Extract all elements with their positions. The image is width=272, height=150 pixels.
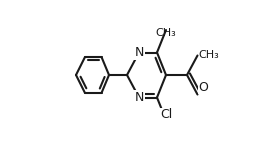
Text: O: O — [198, 81, 208, 94]
Text: CH₃: CH₃ — [156, 28, 176, 39]
Text: N: N — [134, 46, 144, 59]
Text: CH₃: CH₃ — [198, 51, 219, 60]
Text: Cl: Cl — [160, 108, 172, 122]
Text: N: N — [134, 91, 144, 104]
